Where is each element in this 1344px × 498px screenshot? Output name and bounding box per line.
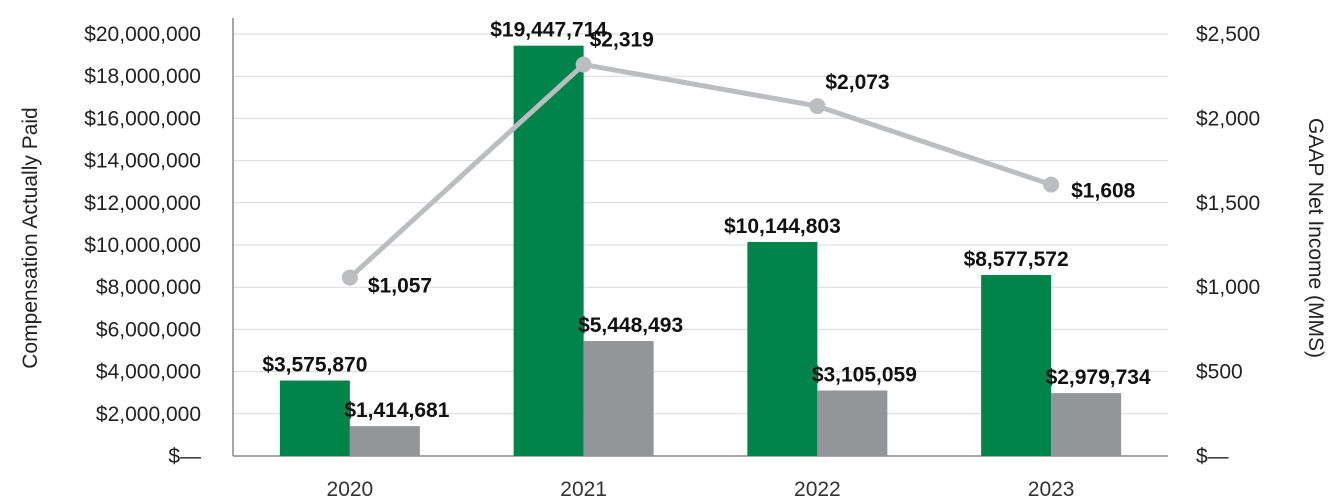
y-axis-right-title: GAAP Net Income (MMS) <box>1304 118 1327 358</box>
bars <box>279 45 1122 457</box>
neo-cap-bar-label: $5,448,493 <box>578 314 683 337</box>
gridlines <box>233 33 1168 415</box>
y-left-tick-label: $2,000,000 <box>96 403 201 426</box>
net-income-line <box>341 56 1060 286</box>
y-left-tick-label: $6,000,000 <box>96 318 201 341</box>
data-labels: $3,575,870 $1,414,681 $19,447,714 $5,448,49… <box>262 19 1151 422</box>
y-right-tick-label: $1,000 <box>1196 276 1260 299</box>
y-left-tick-label: $18,000,000 <box>84 65 201 88</box>
ceo-cap-bar <box>279 380 350 456</box>
y-left-tick-label: $— <box>168 445 201 468</box>
x-tick-label: 2023 <box>1028 478 1075 498</box>
neo-cap-bar <box>817 390 888 456</box>
neo-cap-bar-label: $1,414,681 <box>344 399 449 422</box>
y-left-tick-label: $14,000,000 <box>84 150 201 173</box>
y-right-tick-label: $2,000 <box>1196 107 1260 130</box>
y-right-tick-label: $— <box>1196 445 1229 468</box>
y-left-tick-label: $20,000,000 <box>84 23 201 46</box>
axes: $— $2,000,000 $4,000,000 $6,000,000 $8,000,0… <box>84 18 1260 498</box>
y-right-tick-label: $500 <box>1196 361 1243 384</box>
y-left-tick-label: $8,000,000 <box>96 276 201 299</box>
net-income-point <box>1043 176 1060 193</box>
ceo-cap-bar-label: $10,144,803 <box>724 215 841 238</box>
net-income-polyline <box>348 62 1052 280</box>
neo-cap-bar <box>349 426 420 456</box>
y-left-tick-label: $4,000,000 <box>96 361 201 384</box>
x-tick-label: 2021 <box>560 478 607 498</box>
y-left-tick-label: $16,000,000 <box>84 107 201 130</box>
y-axis-left-title: Compensation Actually Paid <box>19 107 42 369</box>
ceo-cap-bar-label: $19,447,714 <box>490 19 607 42</box>
y-right-tick-label: $1,500 <box>1196 192 1260 215</box>
net-income-label: $2,319 <box>590 29 654 52</box>
net-income-point <box>341 269 358 286</box>
neo-cap-bar-label: $3,105,059 <box>812 363 917 386</box>
neo-cap-bar <box>1051 393 1122 456</box>
ceo-cap-bar-label: $3,575,870 <box>262 354 367 377</box>
y-left-tick-label: $12,000,000 <box>84 192 201 215</box>
net-income-label: $2,073 <box>825 71 889 94</box>
y-right-tick-label: $2,500 <box>1196 23 1260 46</box>
ceo-cap-bar <box>513 45 584 457</box>
net-income-label: $1,608 <box>1071 180 1136 203</box>
x-tick-label: 2022 <box>794 478 841 498</box>
net-income-point <box>809 98 826 115</box>
ceo-cap-bar <box>747 241 818 456</box>
net-income-label: $1,057 <box>368 275 432 298</box>
ceo-cap-bar <box>981 275 1052 456</box>
x-tick-label: 2020 <box>327 478 374 498</box>
y-left-tick-label: $10,000,000 <box>84 234 201 257</box>
net-income-point <box>575 56 592 73</box>
neo-cap-bar-label: $2,979,734 <box>1046 366 1151 389</box>
neo-cap-bar <box>583 341 654 456</box>
ceo-cap-bar-label: $8,577,572 <box>964 248 1069 271</box>
